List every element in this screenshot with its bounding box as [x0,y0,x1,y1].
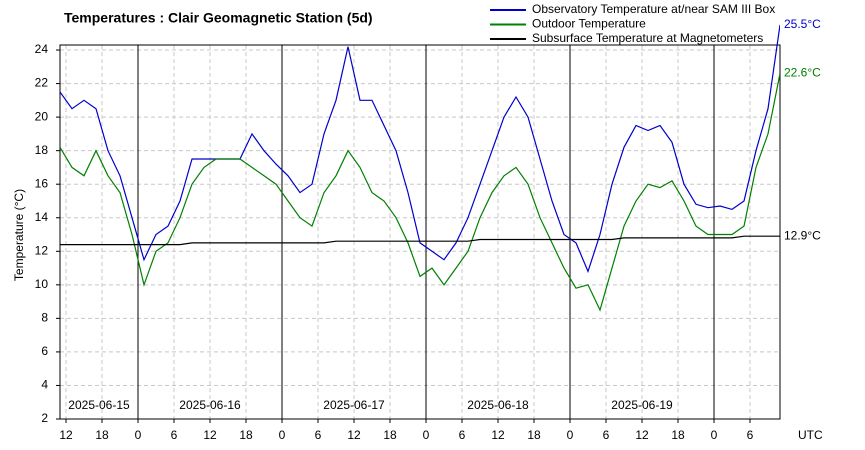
y-tick-label: 16 [35,176,49,190]
y-tick-label: 14 [35,210,49,224]
x-tick-label: 18 [239,428,253,442]
y-axis-label: Temperature (°C) [12,189,26,281]
series-line [60,235,780,246]
x-tick-label: 0 [423,428,430,442]
x-tick-label: 12 [203,428,217,442]
y-tick-label: 6 [41,344,48,358]
x-tick-label: 6 [603,428,610,442]
x-tick-label: 0 [135,428,142,442]
x-tick-label: 6 [171,428,178,442]
x-tick-label: 6 [747,428,754,442]
legend-label: Observatory Temperature at/near SAM III … [532,2,775,16]
x-tick-label: 6 [315,428,322,442]
y-tick-label: 24 [35,42,49,56]
y-tick-label: 2 [41,411,48,425]
chart-title: Temperatures : Clair Geomagnetic Station… [64,10,373,26]
x-tick-label: 12 [635,428,649,442]
day-label: 2025-06-17 [323,398,385,412]
x-tick-label: 6 [459,428,466,442]
x-axis-label: UTC [798,428,823,442]
series-line [60,73,780,312]
end-value-label: 25.5°C [784,17,821,31]
y-tick-label: 20 [35,109,49,123]
x-tick-label: 12 [347,428,361,442]
y-tick-label: 18 [35,143,49,157]
plot-frame [59,44,781,420]
x-tick-label: 18 [383,428,397,442]
day-label: 2025-06-19 [611,398,673,412]
x-tick-label: 18 [95,428,109,442]
y-tick-label: 10 [35,277,49,291]
y-tick-label: 12 [35,243,49,257]
x-tick-label: 0 [279,428,286,442]
series-line [60,24,780,274]
x-tick-label: 12 [491,428,505,442]
y-tick-label: 8 [41,311,48,325]
y-tick-label: 4 [41,378,48,392]
day-label: 2025-06-16 [179,398,241,412]
legend-label: Subsurface Temperature at Magnetometers [532,31,763,45]
end-value-label: 12.9°C [784,228,821,242]
x-tick-label: 18 [671,428,685,442]
x-tick-label: 12 [59,428,73,442]
x-tick-label: 18 [527,428,541,442]
x-tick-label: 0 [711,428,718,442]
legend-label: Outdoor Temperature [532,17,646,31]
plot-area [60,24,780,312]
y-tick-label: 22 [35,76,49,90]
day-label: 2025-06-15 [68,398,130,412]
end-value-label: 22.6°C [784,66,821,80]
day-label: 2025-06-18 [467,398,529,412]
x-tick-label: 0 [567,428,574,442]
